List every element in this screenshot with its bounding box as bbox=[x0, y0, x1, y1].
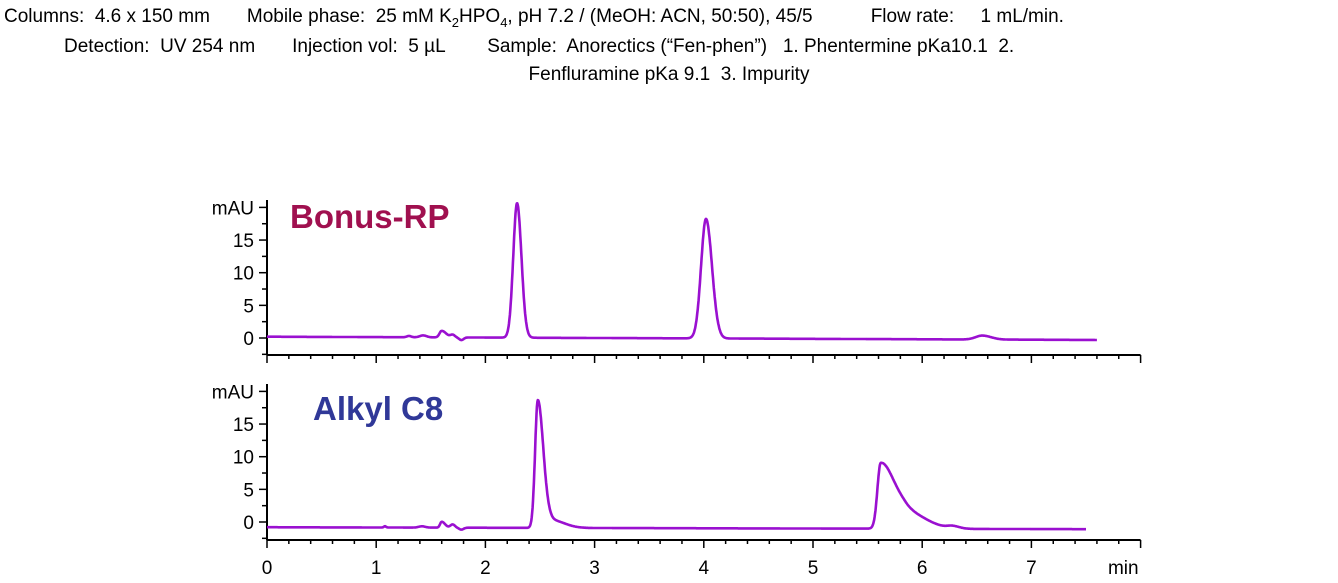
header-line-1: Columns: 4.6 x 150 mm Mobile phase: 25 m… bbox=[4, 6, 1338, 30]
sample-label: Sample: bbox=[487, 36, 557, 57]
mobile-phase-label: Mobile phase: bbox=[246, 6, 366, 27]
alkyl-c8-y-tick-label: 10 bbox=[233, 448, 254, 469]
flow-rate-value: 1 mL/min. bbox=[980, 6, 1064, 27]
header-line-2: Detection: UV 254 nm Injection vol: 5 µL… bbox=[64, 36, 1338, 58]
columns-value: 4.6 x 150 mm bbox=[94, 6, 210, 27]
bonus-rp-trace bbox=[266, 202, 1098, 342]
alkyl-c8-title: Alkyl C8 bbox=[313, 390, 443, 427]
alkyl-c8-x-tick-label: 6 bbox=[917, 558, 928, 579]
alkyl-c8-x-tick-label: 4 bbox=[699, 558, 710, 579]
columns-label: Columns: bbox=[4, 6, 85, 27]
detection-value: UV 254 nm bbox=[160, 36, 256, 57]
alkyl-c8-x-tick-label: 7 bbox=[1026, 558, 1037, 579]
alkyl-c8-x-axis-label: min bbox=[1108, 558, 1139, 579]
bonus-rp-y-axis-label: mAU bbox=[212, 198, 254, 219]
mobile-pre: 25 mM K bbox=[375, 6, 452, 27]
mobile-sub: 2 bbox=[451, 14, 459, 30]
mobile-mid: HPO bbox=[459, 6, 501, 27]
alkyl-c8-x-tick-label: 1 bbox=[371, 558, 382, 579]
bonus-rp-y-tick-label: 10 bbox=[233, 264, 254, 285]
mobile-sub: 4 bbox=[500, 14, 508, 30]
header-line-3: Fenfluramine pKa 9.1 3. Impurity bbox=[528, 64, 810, 85]
flow-rate-label: Flow rate: bbox=[870, 6, 955, 27]
alkyl-c8-x-tick-label: 0 bbox=[262, 558, 273, 579]
alkyl-c8-y-axis-label: mAU bbox=[212, 382, 254, 403]
sample-value: Anorectics (“Fen-phen”) 1. Phentermine p… bbox=[566, 36, 1015, 57]
alkyl-c8-trace bbox=[266, 398, 1087, 531]
injection-label: Injection vol: bbox=[292, 36, 398, 57]
alkyl-c8-y-tick-label: 15 bbox=[233, 415, 254, 436]
detection-label: Detection: bbox=[64, 36, 150, 57]
mobile-post: , pH 7.2 / (MeOH: ACN, 50:50), 45/5 bbox=[507, 6, 813, 27]
mobile-phase-value: 25 mM K2HPO4, pH 7.2 / (MeOH: ACN, 50:50… bbox=[375, 6, 813, 30]
alkyl-c8-x-tick-label: 2 bbox=[480, 558, 491, 579]
bonus-rp-title: Bonus-RP bbox=[290, 198, 450, 235]
alkyl-c8-y-tick-label: 5 bbox=[243, 480, 254, 501]
alkyl-c8-x-tick-label: 3 bbox=[589, 558, 600, 579]
alkyl-c8-y-tick-label: 0 bbox=[243, 513, 254, 534]
alkyl-c8-x-tick-label: 5 bbox=[808, 558, 819, 579]
bonus-rp-y-tick-label: 15 bbox=[233, 231, 254, 252]
injection-value: 5 µL bbox=[408, 36, 445, 57]
bonus-rp-y-tick-label: 0 bbox=[243, 329, 254, 350]
bonus-rp-y-tick-label: 5 bbox=[243, 296, 254, 317]
